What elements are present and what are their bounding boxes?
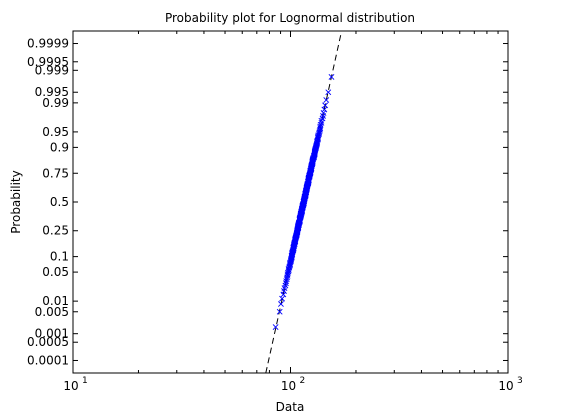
- y-tick-label: 0.5: [50, 195, 69, 209]
- x-tick-exponent: 3: [517, 376, 523, 386]
- y-tick-label: 0.1: [50, 250, 69, 264]
- y-tick-label: 0.999: [35, 63, 69, 77]
- x-tick-label: 10: [498, 379, 513, 393]
- data-points-group: [272, 74, 335, 330]
- data-point: [283, 276, 290, 283]
- data-point: [317, 123, 324, 130]
- data-point: [320, 110, 327, 116]
- y-tick-label: 0.9995: [27, 55, 69, 69]
- data-point: [279, 295, 285, 302]
- data-point: [318, 119, 325, 126]
- chart-title: Probability plot for Lognormal distribut…: [165, 11, 415, 25]
- y-tick-label: 0.75: [42, 166, 69, 180]
- x-tick-exponent: 1: [82, 376, 88, 386]
- y-tick-label: 0.99: [42, 96, 69, 110]
- y-tick-label: 0.05: [42, 265, 69, 279]
- y-tick-label: 0.0001: [27, 353, 69, 367]
- x-axis-label: Data: [276, 400, 305, 414]
- x-tick-label: 10: [281, 379, 296, 393]
- data-point: [272, 324, 279, 330]
- y-axis-label: Probability: [9, 170, 23, 233]
- data-point: [328, 74, 335, 80]
- y-tick-label: 0.95: [42, 125, 69, 139]
- data-point: [282, 282, 289, 289]
- y-tick-label: 0.01: [42, 294, 69, 308]
- y-tick-label: 0.25: [42, 224, 69, 238]
- x-tick-label: 10: [63, 379, 78, 393]
- y-tick-label: 0.001: [35, 327, 69, 341]
- data-point: [283, 278, 290, 285]
- y-tick-label: 0.9999: [27, 37, 69, 51]
- data-point: [278, 301, 284, 307]
- data-point: [276, 308, 283, 315]
- y-tick-label: 0.0005: [27, 335, 69, 349]
- y-tick-label: 0.005: [35, 305, 69, 319]
- data-point: [325, 89, 332, 96]
- data-point: [322, 102, 329, 109]
- axes-group: 10 1 10 2 10 30.00010.00050.0010.0050.010.050…: [27, 30, 523, 393]
- y-tick-label: 0.995: [35, 85, 69, 99]
- data-point: [323, 97, 330, 103]
- x-tick-exponent: 2: [300, 376, 306, 386]
- plot-area: [73, 31, 508, 373]
- y-tick-label: 0.9: [50, 140, 69, 154]
